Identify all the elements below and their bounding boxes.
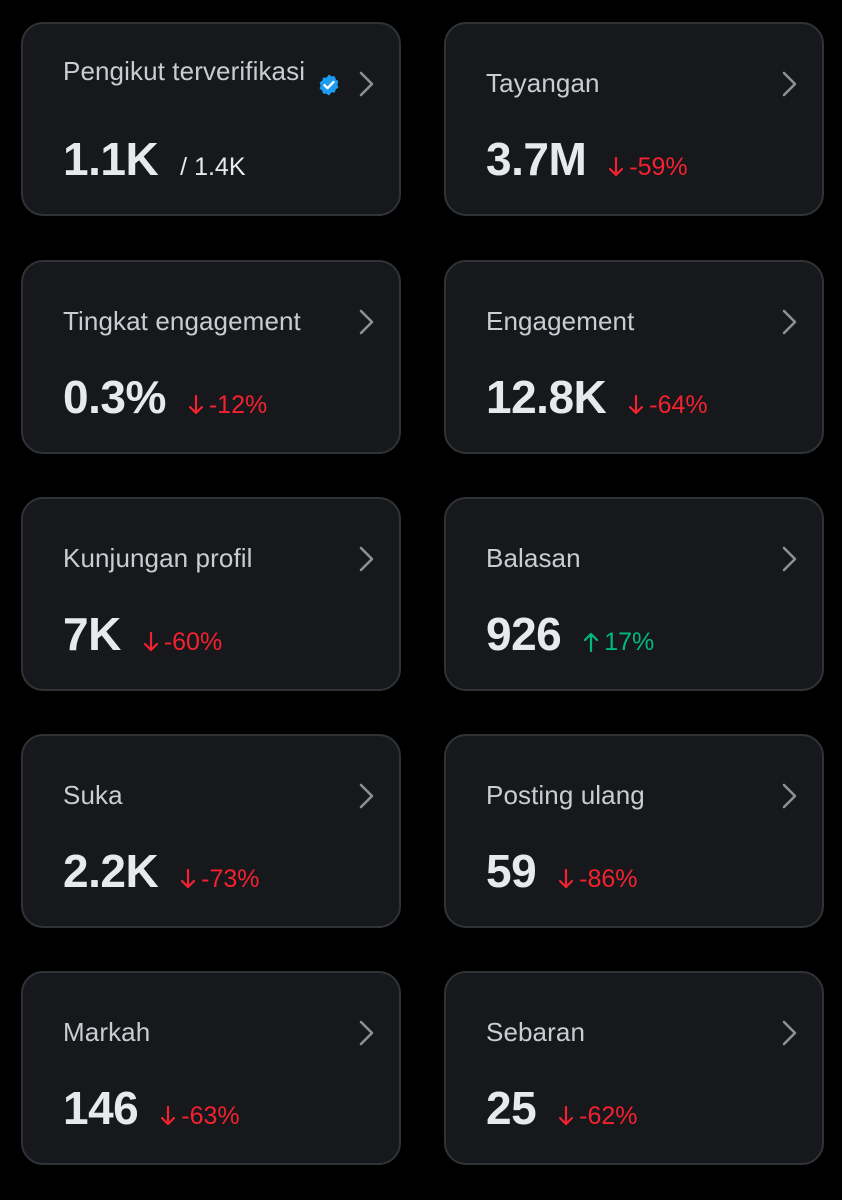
chevron-right-icon <box>355 782 377 810</box>
metric-value: 25 <box>486 1082 537 1134</box>
metric-card-engagement-rate[interactable]: Tingkat engagement 0.3% -12% <box>21 260 401 454</box>
chevron-right-icon <box>778 308 800 336</box>
metric-value: 3.7M <box>486 133 587 185</box>
metric-change: -64% <box>628 390 708 420</box>
metric-change-value: -86% <box>579 865 638 893</box>
metric-change: -62% <box>558 1101 638 1131</box>
arrow-down-icon <box>558 868 574 890</box>
verified-badge-icon <box>317 73 341 97</box>
chevron-right-icon <box>355 1019 377 1047</box>
arrow-down-icon <box>608 156 624 178</box>
arrow-down-icon <box>180 868 196 890</box>
metric-change: -73% <box>180 864 260 894</box>
metric-card-replies[interactable]: Balasan 926 17% <box>444 497 824 691</box>
metric-value: 0.3% <box>63 371 166 423</box>
metric-change-value: -63% <box>181 1102 240 1130</box>
metric-value: 1.1K <box>63 133 159 185</box>
metric-change-value: -64% <box>649 391 708 419</box>
metric-value-row: 7K -60% <box>63 607 222 661</box>
chevron-right-icon <box>355 545 377 573</box>
metric-value-row: 0.3% -12% <box>63 370 267 424</box>
metric-card-bookmarks[interactable]: Markah 146 -63% <box>21 971 401 1165</box>
arrow-down-icon <box>143 631 159 653</box>
metric-value: 12.8K <box>486 371 607 423</box>
arrow-down-icon <box>558 1105 574 1127</box>
metric-value-row: 2.2K -73% <box>63 844 260 898</box>
metric-change: -59% <box>608 152 688 182</box>
metric-change: -60% <box>143 627 222 657</box>
metric-label: Tayangan <box>486 68 600 98</box>
arrow-down-icon <box>160 1105 176 1127</box>
metric-value-row: 12.8K -64% <box>486 370 708 424</box>
metric-change: -86% <box>558 864 638 894</box>
chevron-right-icon <box>778 782 800 810</box>
chevron-right-icon <box>778 545 800 573</box>
metric-label: Markah <box>63 1017 151 1047</box>
metric-value: 7K <box>63 608 121 660</box>
metric-card-engagement[interactable]: Engagement 12.8K -64% <box>444 260 824 454</box>
metric-label: Kunjungan profil <box>63 543 253 573</box>
metric-label: Tingkat engagement <box>63 306 301 336</box>
metric-value: 59 <box>486 845 537 897</box>
metric-card-verified-followers[interactable]: Pengikut terverifikasi 1.1K / 1.4K <box>21 22 401 216</box>
arrow-down-icon <box>188 394 204 416</box>
chevron-right-icon <box>355 70 377 98</box>
metric-value-row: 146 -63% <box>63 1081 240 1135</box>
metric-label: Sebaran <box>486 1017 585 1047</box>
metric-value: 926 <box>486 608 562 660</box>
metric-value-row: 1.1K / 1.4K <box>63 132 246 186</box>
metric-value-row: 25 -62% <box>486 1081 638 1135</box>
metric-change-value: -73% <box>201 865 260 893</box>
metric-change: -12% <box>188 390 267 420</box>
metric-change-value: -59% <box>629 153 688 181</box>
metric-card-reposts[interactable]: Posting ulang 59 -86% <box>444 734 824 928</box>
metric-card-profile-visits[interactable]: Kunjungan profil 7K -60% <box>21 497 401 691</box>
arrow-down-icon <box>628 394 644 416</box>
metric-label: Posting ulang <box>486 780 645 810</box>
chevron-right-icon <box>778 70 800 98</box>
metric-change-value: 17% <box>604 628 655 656</box>
metric-change-value: -62% <box>579 1102 638 1130</box>
metric-change: -63% <box>160 1101 240 1131</box>
metric-value-row: 926 17% <box>486 607 654 661</box>
metric-value: 146 <box>63 1082 139 1134</box>
chevron-right-icon <box>778 1019 800 1047</box>
metric-label: Suka <box>63 780 123 810</box>
metric-label: Pengikut terverifikasi <box>63 56 306 86</box>
metric-card-shares[interactable]: Sebaran 25 -62% <box>444 971 824 1165</box>
metric-label: Engagement <box>486 306 635 336</box>
metric-change-value: -60% <box>163 628 223 656</box>
metric-change: 17% <box>583 627 654 657</box>
metric-card-likes[interactable]: Suka 2.2K -73% <box>21 734 401 928</box>
chevron-right-icon <box>355 308 377 336</box>
metric-value-row: 3.7M -59% <box>486 132 688 186</box>
metric-total: / 1.4K <box>180 153 246 181</box>
metric-change-value: -12% <box>208 391 268 419</box>
metric-card-impressions[interactable]: Tayangan 3.7M -59% <box>444 22 824 216</box>
metric-label: Balasan <box>486 543 581 573</box>
metric-value-row: 59 -86% <box>486 844 638 898</box>
metric-value: 2.2K <box>63 845 159 897</box>
arrow-up-icon <box>583 631 599 653</box>
